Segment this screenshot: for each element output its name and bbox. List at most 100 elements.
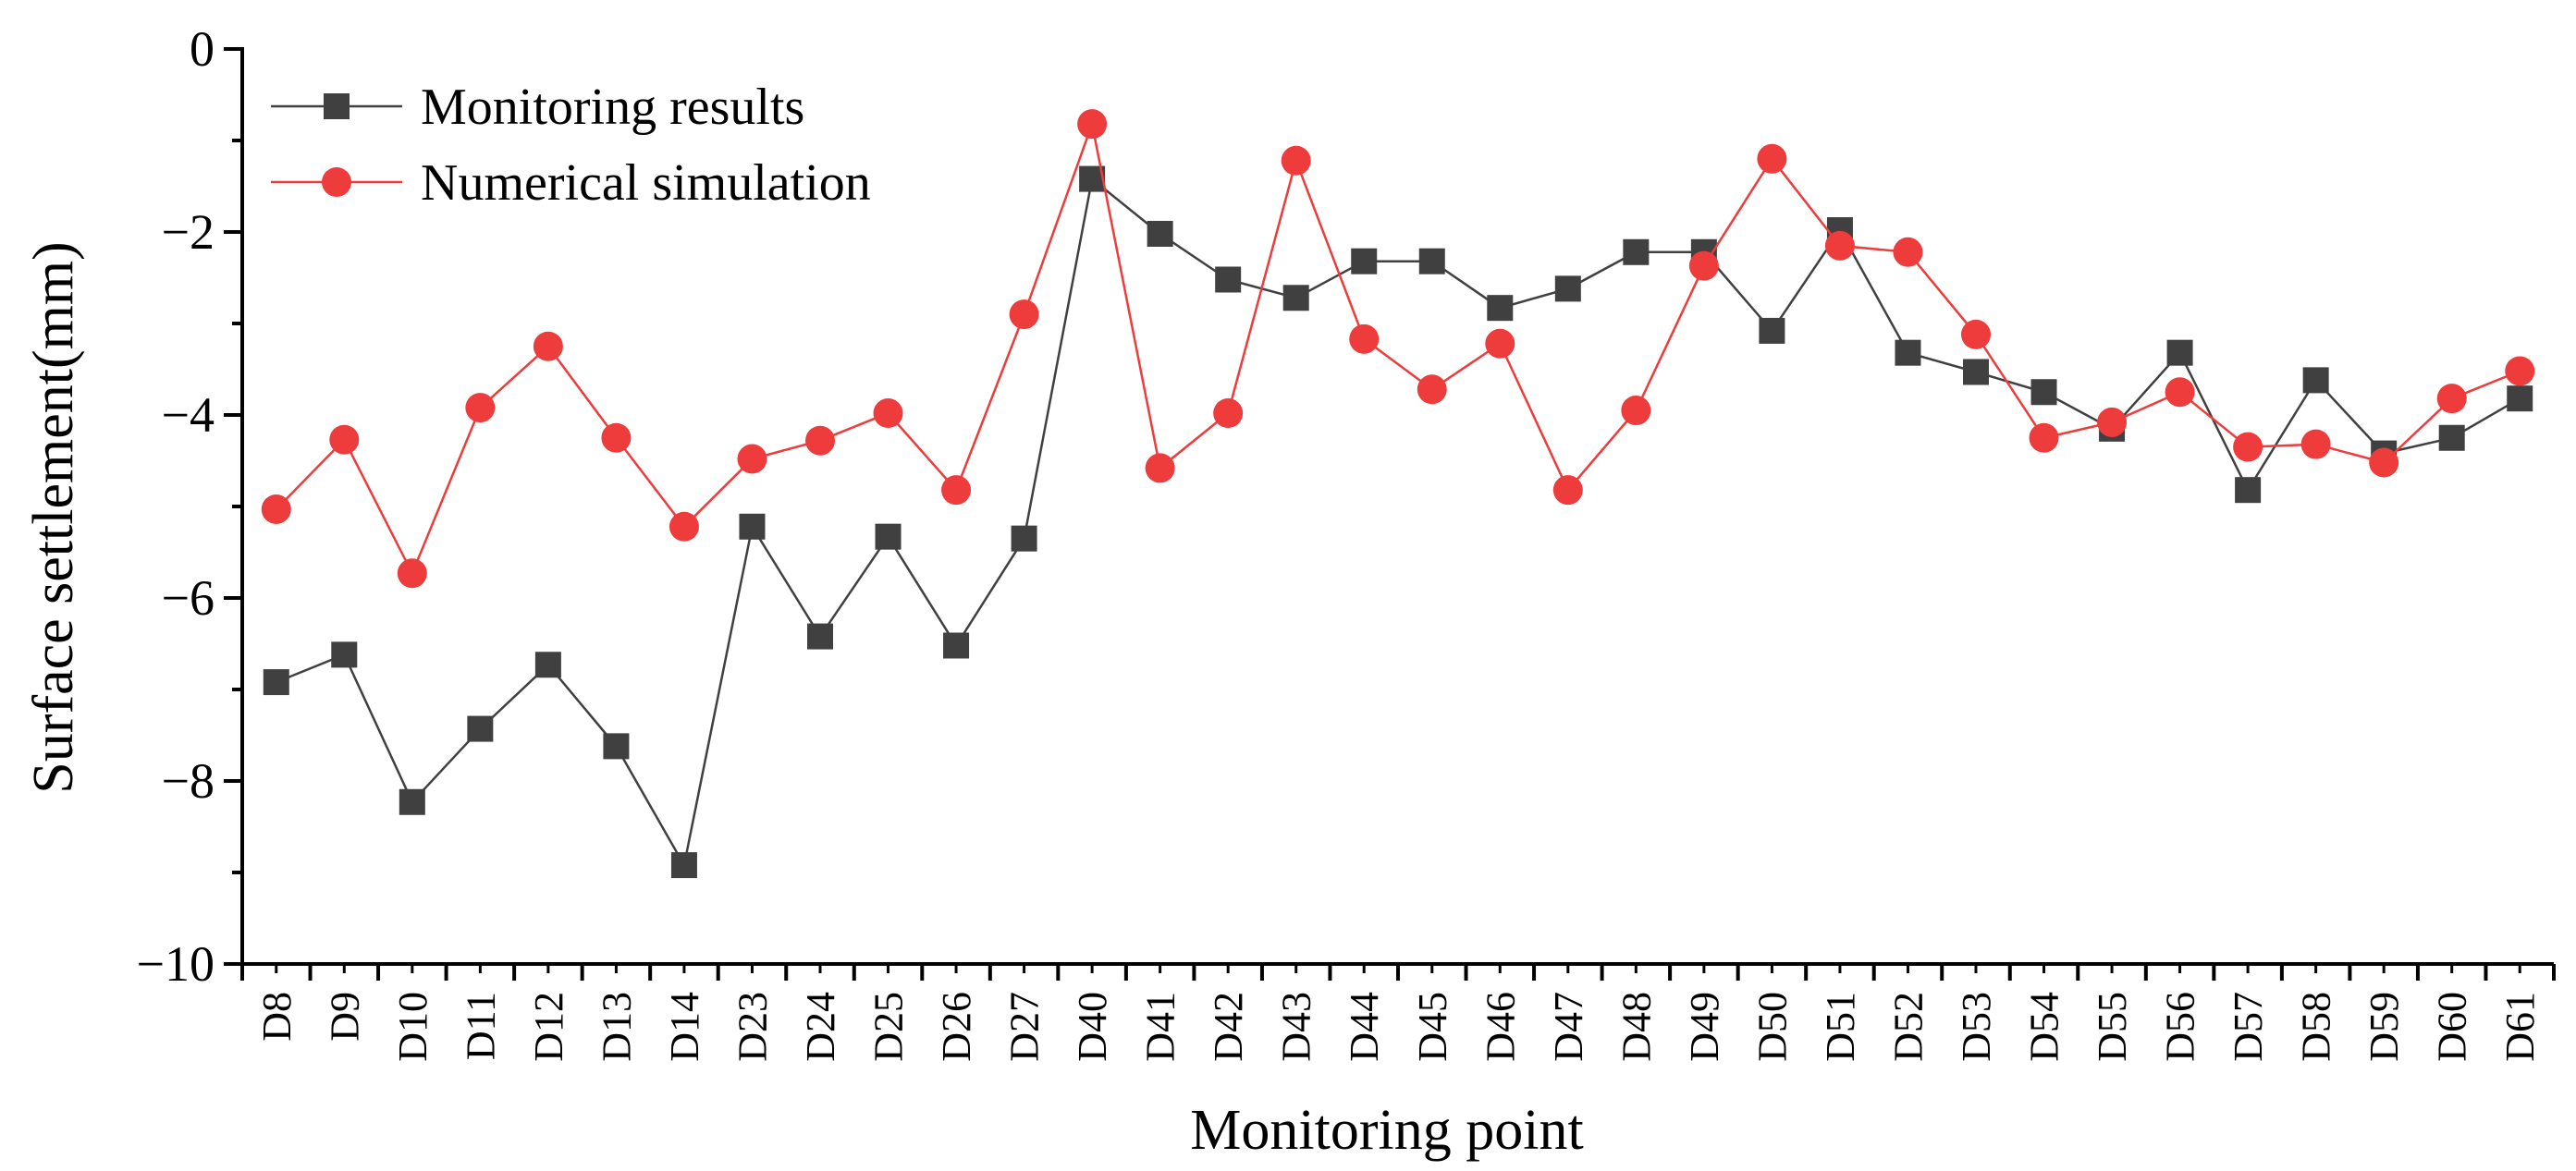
x-tick-label: D48: [1613, 992, 1659, 1062]
data-point: [2438, 424, 2465, 451]
data-point: [1485, 328, 1515, 359]
y-tick-label: −8: [162, 753, 215, 809]
x-tick-label: D26: [934, 992, 979, 1062]
x-tick-label: D9: [322, 992, 367, 1042]
series-numerical-simulation: [261, 109, 2535, 589]
x-tick-label: D25: [866, 992, 912, 1062]
data-point: [261, 494, 291, 524]
data-point: [2369, 447, 2399, 478]
x-tick-label: D61: [2497, 992, 2543, 1062]
series-monitoring-results: [263, 165, 2533, 879]
legend-marker: [322, 167, 351, 197]
data-point: [399, 788, 425, 815]
y-tick-label: −2: [162, 204, 215, 260]
x-tick-label: D47: [1546, 992, 1591, 1062]
data-point: [2233, 432, 2263, 462]
data-point: [1077, 109, 1108, 140]
data-point: [603, 733, 630, 760]
x-tick-label: D59: [2361, 992, 2407, 1062]
data-point: [1623, 238, 1650, 265]
axes: 0 −2 −4 −6 −8 −10 D8 D9 D10 D11 D12 D13 D14 D23 D24 D25…: [137, 21, 2556, 1062]
data-point: [2166, 339, 2193, 366]
x-tick-label: D27: [1002, 992, 1048, 1062]
x-tick-label: D11: [458, 992, 503, 1060]
data-point: [941, 475, 972, 506]
x-tick-label: D60: [2430, 992, 2475, 1062]
y-tick-label: −4: [162, 387, 215, 443]
data-point: [2505, 356, 2535, 386]
x-tick-label: D53: [1954, 992, 1999, 1062]
x-tick-label: D42: [1206, 992, 1251, 1062]
data-point: [875, 523, 902, 550]
data-point: [397, 558, 427, 589]
legend-item: Numerical simulation: [271, 154, 871, 212]
x-tick-label: D49: [1682, 992, 1727, 1062]
x-tick-label: D56: [2158, 992, 2203, 1062]
data-point: [1215, 266, 1242, 293]
data-point: [2029, 422, 2059, 453]
series-layer: [261, 109, 2535, 879]
data-point: [1009, 299, 1039, 330]
data-point: [1552, 475, 1583, 506]
x-tick-label: D50: [1749, 992, 1795, 1062]
x-tick-label: D43: [1274, 992, 1319, 1062]
legend-label: Numerical simulation: [421, 154, 871, 212]
x-tick-label: D23: [730, 992, 775, 1062]
data-point: [534, 652, 561, 678]
data-point: [1281, 145, 1311, 176]
data-point: [739, 513, 766, 540]
data-point: [2436, 384, 2467, 414]
data-point: [873, 398, 903, 429]
data-point: [1961, 319, 1991, 349]
data-point: [2235, 477, 2262, 504]
data-point: [1893, 237, 1923, 267]
x-tick-label: D58: [2294, 992, 2339, 1062]
y-tick-label: −10: [137, 936, 215, 992]
x-tick-label: D55: [2090, 992, 2135, 1062]
x-tick-label: D40: [1070, 992, 1115, 1062]
legend: Monitoring results Numerical simulation: [271, 79, 871, 212]
data-point: [533, 331, 563, 361]
data-point: [943, 632, 970, 659]
x-tick-label: D41: [1138, 992, 1184, 1062]
data-point: [1895, 339, 1921, 366]
data-point: [601, 422, 632, 453]
x-tick-label: D44: [1342, 992, 1387, 1062]
x-tick-label: D45: [1410, 992, 1455, 1062]
data-point: [465, 393, 496, 423]
data-point: [331, 641, 358, 668]
data-point: [1621, 396, 1651, 426]
y-tick-label: 0: [190, 21, 215, 77]
data-point: [1963, 359, 1989, 385]
y-axis-title: Surface settlement(mm): [22, 241, 85, 793]
data-point: [1213, 398, 1244, 429]
data-point: [329, 424, 360, 455]
data-point: [1282, 285, 1309, 311]
data-point: [2030, 379, 2057, 406]
data-point: [1417, 374, 1447, 405]
data-point: [2097, 407, 2128, 437]
x-tick-label: D54: [2022, 992, 2067, 1062]
data-point: [1554, 275, 1581, 302]
x-tick-label: D46: [1478, 992, 1523, 1062]
data-point: [1145, 453, 1175, 483]
data-point: [1349, 323, 1380, 354]
data-point: [1487, 295, 1514, 322]
data-point: [2507, 385, 2533, 412]
data-point: [1351, 248, 1378, 274]
data-point: [670, 852, 697, 879]
data-point: [263, 669, 289, 696]
data-point: [1759, 317, 1785, 344]
x-tick-label: D10: [390, 992, 435, 1062]
x-tick-label: D51: [1818, 992, 1863, 1062]
data-point: [467, 715, 494, 742]
legend-label: Monitoring results: [421, 79, 804, 136]
data-point: [2300, 429, 2331, 459]
series-line: [275, 119, 2521, 577]
legend-item: Monitoring results: [271, 79, 804, 136]
x-tick-label: D57: [2226, 992, 2271, 1062]
x-tick-label: D52: [1885, 992, 1931, 1062]
y-tick-label: −6: [162, 570, 215, 626]
data-point: [1011, 525, 1037, 552]
